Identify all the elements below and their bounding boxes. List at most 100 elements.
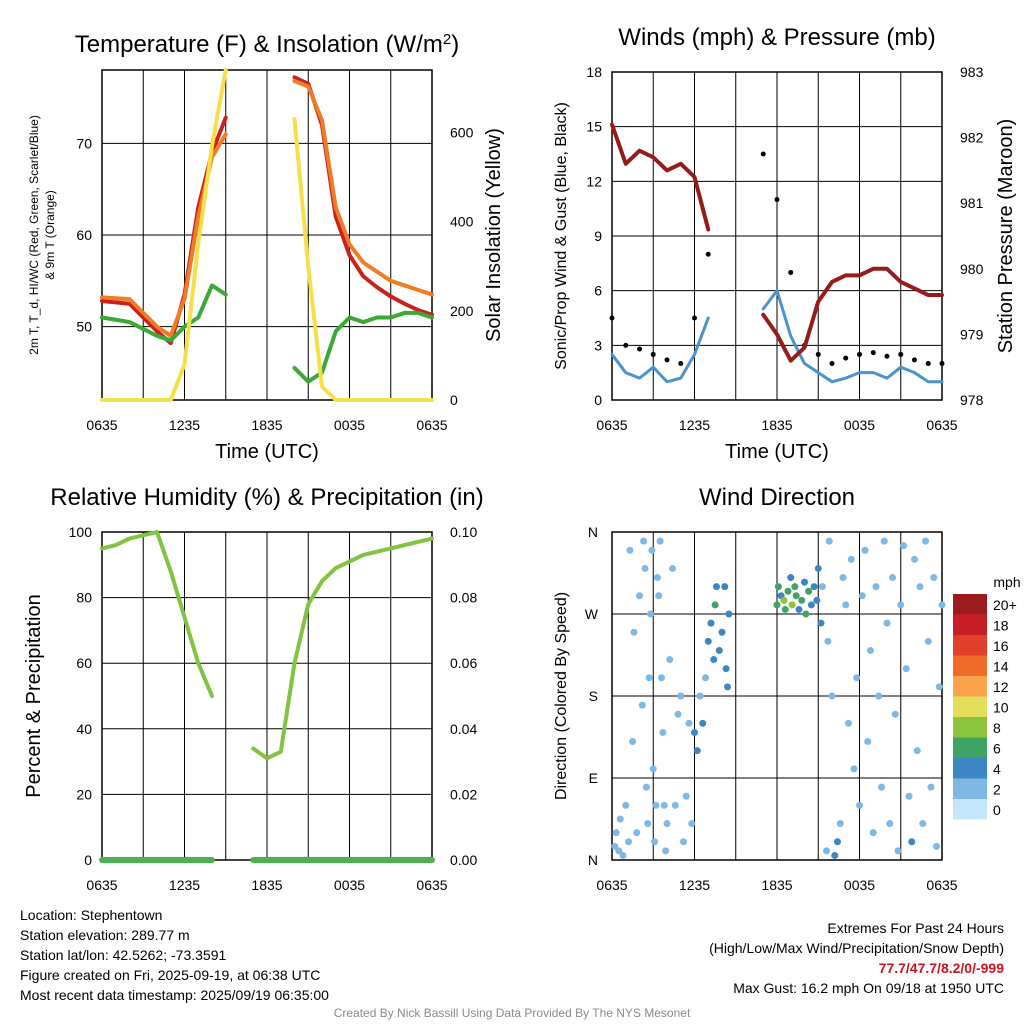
latlon-text: Station lat/lon: 42.5262; -73.3591 (20, 947, 227, 963)
direction-point (813, 596, 821, 604)
direction-point (671, 801, 679, 809)
y-tick-label: 9 (594, 228, 602, 244)
legend-swatch (953, 696, 987, 717)
direction-point (622, 801, 630, 809)
x-axis-label: Time (UTC) (215, 441, 319, 463)
direction-point (828, 692, 836, 700)
recent-data-text: Most recent data timestamp: 2025/09/19 0… (20, 987, 329, 1003)
direction-point (780, 596, 788, 604)
y-tick-label: N (588, 852, 598, 868)
direction-point (662, 847, 670, 855)
direction-point (927, 783, 935, 791)
direction-point (831, 851, 839, 859)
direction-point (861, 546, 869, 554)
x-tick-label: 0635 (926, 877, 957, 893)
direction-point (878, 783, 885, 791)
x-tick-label: 1835 (251, 877, 282, 893)
direction-point (897, 601, 905, 609)
direction-point (889, 574, 896, 582)
direction-point (814, 564, 822, 572)
direction-point (839, 574, 847, 582)
direction-point (788, 601, 796, 609)
x-tick-label: 0635 (596, 877, 627, 893)
gust-point (637, 346, 642, 352)
direction-point (856, 801, 863, 809)
direction-point (919, 820, 927, 828)
direction-point (674, 710, 682, 718)
legend-label: 0 (993, 802, 1001, 818)
direction-point (655, 592, 663, 600)
direction-point (691, 728, 698, 736)
direction-point (823, 847, 830, 855)
y-tick-label: 50 (76, 319, 92, 335)
gust-point (774, 197, 780, 203)
direction-point (615, 847, 623, 855)
y-axis-label: 2m T, T_d, HI/WC (Red, Green, Scarlet/Bl… (27, 115, 41, 355)
panel-title: Temperature (F) & Insolation (W/m2) (75, 31, 459, 59)
direction-point (647, 610, 654, 618)
y-tick-label: 18 (586, 64, 602, 80)
series-line-2m-t (292, 75, 434, 317)
gust-point (870, 350, 876, 356)
direction-point (773, 601, 781, 609)
series-line-station-pressure (610, 122, 711, 232)
direction-point (702, 674, 709, 682)
credit-text: Created By Nick Bassill Using Data Provi… (333, 1006, 691, 1020)
direction-point (682, 792, 690, 800)
y-axis-label-2: & 9m T (Orange) (43, 190, 57, 280)
direction-point (872, 583, 880, 591)
x-tick-label: 1235 (169, 877, 200, 893)
x-tick-label: 1235 (679, 417, 710, 433)
y-axis-label: Percent & Precipitation (23, 594, 45, 797)
series-line-wind (610, 316, 710, 384)
y-tick-label: 60 (76, 227, 92, 243)
y2-tick-label: 0.10 (450, 524, 477, 540)
x-tick-label: 0035 (334, 877, 365, 893)
gust-point (650, 351, 656, 357)
direction-point (864, 738, 872, 746)
x-tick-label: 0635 (86, 417, 117, 433)
extremes-title: Extremes For Past 24 Hours (827, 920, 1004, 936)
direction-point (801, 578, 808, 586)
gust-point (912, 357, 917, 363)
direction-point (869, 829, 877, 837)
gust-point (939, 361, 945, 367)
x-tick-label: 0635 (596, 417, 627, 433)
y-tick-label: 0 (84, 852, 92, 868)
y2-tick-label: 400 (450, 214, 474, 230)
direction-point (651, 838, 659, 846)
series-line-td (100, 283, 228, 343)
direction-point (725, 610, 733, 618)
x-tick-label: 0635 (86, 877, 117, 893)
gust-point (692, 315, 697, 321)
direction-point (642, 783, 650, 791)
x-tick-label: 0035 (844, 417, 875, 433)
series-line-station-pressure (761, 266, 944, 363)
direction-point (875, 692, 883, 700)
direction-point (930, 574, 938, 582)
direction-point (711, 601, 719, 609)
gust-point (760, 151, 766, 157)
x-tick-label: 1235 (679, 877, 710, 893)
y-tick-label: 100 (69, 524, 93, 540)
direction-point (688, 820, 696, 828)
direction-point (787, 574, 795, 582)
legend-label: 2 (993, 782, 1001, 798)
direction-point (845, 719, 852, 727)
legend-label: 12 (993, 679, 1009, 695)
direction-point (699, 719, 707, 727)
direction-point (836, 820, 844, 828)
y2-axis-label: Solar Insolation (Yellow) (483, 128, 505, 342)
direction-point (677, 692, 685, 700)
legend-swatch (953, 778, 987, 799)
direction-point (924, 637, 932, 645)
direction-point (658, 674, 665, 682)
gust-point (829, 361, 835, 367)
direction-point (817, 619, 825, 627)
legend-label: 10 (993, 700, 1009, 716)
x-tick-label: 1235 (169, 417, 200, 433)
legend-label: 20+ (993, 597, 1017, 613)
gust-point (815, 351, 821, 357)
x-tick-label: 1835 (761, 877, 792, 893)
